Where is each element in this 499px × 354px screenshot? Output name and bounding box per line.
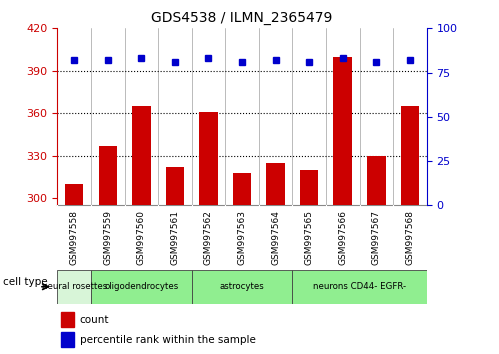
Text: count: count bbox=[79, 315, 109, 325]
Bar bbox=[192, 270, 292, 304]
Bar bbox=[98, 146, 117, 205]
Text: neural rosettes: neural rosettes bbox=[41, 282, 107, 291]
Bar bbox=[367, 156, 386, 205]
Bar bbox=[91, 270, 192, 304]
Text: GSM997563: GSM997563 bbox=[238, 210, 247, 265]
Text: astrocytes: astrocytes bbox=[220, 282, 264, 291]
Text: GSM997559: GSM997559 bbox=[103, 210, 112, 265]
Text: cell type: cell type bbox=[3, 278, 47, 287]
Bar bbox=[333, 57, 352, 205]
Text: GSM997561: GSM997561 bbox=[170, 210, 179, 265]
Bar bbox=[132, 106, 151, 205]
Text: GSM997564: GSM997564 bbox=[271, 210, 280, 265]
Bar bbox=[57, 270, 91, 304]
Text: GSM997558: GSM997558 bbox=[70, 210, 79, 265]
Text: GSM997560: GSM997560 bbox=[137, 210, 146, 265]
Title: GDS4538 / ILMN_2365479: GDS4538 / ILMN_2365479 bbox=[151, 11, 333, 24]
Text: GSM997566: GSM997566 bbox=[338, 210, 347, 265]
Bar bbox=[401, 106, 419, 205]
Bar bbox=[266, 163, 285, 205]
Text: GSM997565: GSM997565 bbox=[305, 210, 314, 265]
Bar bbox=[61, 312, 74, 327]
Text: percentile rank within the sample: percentile rank within the sample bbox=[79, 335, 255, 345]
Bar bbox=[166, 167, 184, 205]
Text: GSM997567: GSM997567 bbox=[372, 210, 381, 265]
Bar bbox=[199, 112, 218, 205]
Bar bbox=[61, 332, 74, 347]
Text: GSM997568: GSM997568 bbox=[405, 210, 414, 265]
Bar bbox=[65, 184, 83, 205]
Bar bbox=[300, 170, 318, 205]
Text: oligodendrocytes: oligodendrocytes bbox=[104, 282, 179, 291]
Text: GSM997562: GSM997562 bbox=[204, 210, 213, 265]
Bar bbox=[233, 173, 251, 205]
Text: neurons CD44- EGFR-: neurons CD44- EGFR- bbox=[313, 282, 406, 291]
Bar bbox=[292, 270, 427, 304]
